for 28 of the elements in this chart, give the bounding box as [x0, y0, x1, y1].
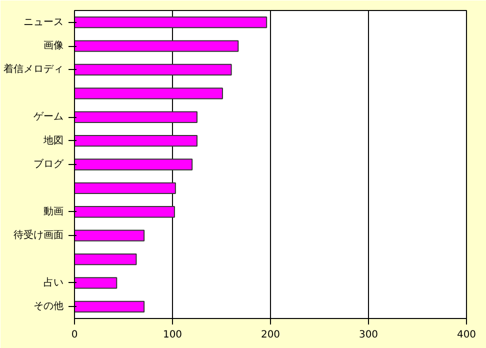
bar	[74, 182, 176, 194]
y-tick-label: 待受け画面	[14, 229, 64, 242]
y-tick-label: ニュース	[24, 16, 64, 28]
bar	[74, 40, 239, 52]
x-tick-label: 200	[260, 330, 280, 340]
bar	[74, 300, 145, 312]
y-tick-label: ゲーム	[34, 112, 64, 123]
bar	[74, 134, 198, 147]
bar	[74, 230, 145, 242]
x-tick-label: 0	[71, 330, 78, 340]
y-tick-label: 地図	[42, 134, 64, 146]
bar	[74, 16, 268, 28]
x-tick-label: 400	[456, 330, 476, 340]
y-tick-label: 占い	[44, 276, 64, 288]
y-tick-label: その他	[34, 300, 64, 312]
x-tick-label: 100	[162, 330, 182, 340]
y-tick-label: 動画	[44, 206, 64, 218]
y-tick-label: 画像	[44, 40, 64, 52]
bar	[74, 111, 198, 123]
bar	[74, 277, 118, 289]
y-tick-label: 着信メロディ	[4, 63, 64, 76]
bar	[74, 206, 175, 218]
bar	[74, 253, 137, 266]
y-tick-label: ブログ	[34, 158, 64, 170]
x-tick-label: 300	[358, 330, 378, 340]
bar	[74, 64, 232, 76]
bar	[74, 88, 223, 100]
bar	[74, 158, 193, 170]
